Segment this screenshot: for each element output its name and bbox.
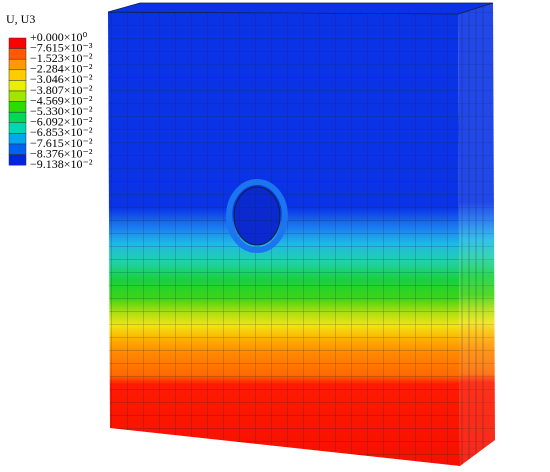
legend-title: U, U3 <box>6 12 35 26</box>
legend-swatch <box>8 90 27 102</box>
legend-label: −7.615×10⁻² <box>30 136 93 150</box>
legend-label: −2.284×10⁻² <box>30 62 93 76</box>
legend-label: −3.807×10⁻² <box>30 83 93 97</box>
legend: U, U3 +0.000×10⁰−7.615×10⁻³−1.523×10⁻²−2… <box>6 12 93 171</box>
legend-swatch <box>8 69 27 81</box>
legend-swatch <box>8 111 27 124</box>
legend-label: −4.569×10⁻² <box>30 93 93 107</box>
legend-swatch <box>8 80 27 92</box>
legend-swatch <box>8 122 27 134</box>
legend-swatch <box>8 58 27 71</box>
legend-label: −1.523×10⁻² <box>30 51 93 65</box>
legend-swatch <box>8 48 27 60</box>
legend-swatch <box>8 154 27 166</box>
legend-swatch <box>8 143 27 155</box>
legend-label: −8.376×10⁻² <box>30 146 93 160</box>
legend-label: −6.853×10⁻² <box>30 125 93 139</box>
legend-label: −9.138×10⁻² <box>30 157 93 171</box>
legend-swatch <box>8 101 27 113</box>
legend-label: −3.046×10⁻² <box>30 72 93 86</box>
legend-label: −5.330×10⁻² <box>30 104 93 118</box>
legend-swatch <box>8 133 27 145</box>
legend-label: −6.092×10⁻² <box>30 115 93 129</box>
legend-label: +0.000×10⁰ <box>30 30 88 44</box>
legend-label: −7.615×10⁻³ <box>30 40 93 54</box>
model <box>107 2 495 466</box>
legend-swatch <box>8 37 27 49</box>
